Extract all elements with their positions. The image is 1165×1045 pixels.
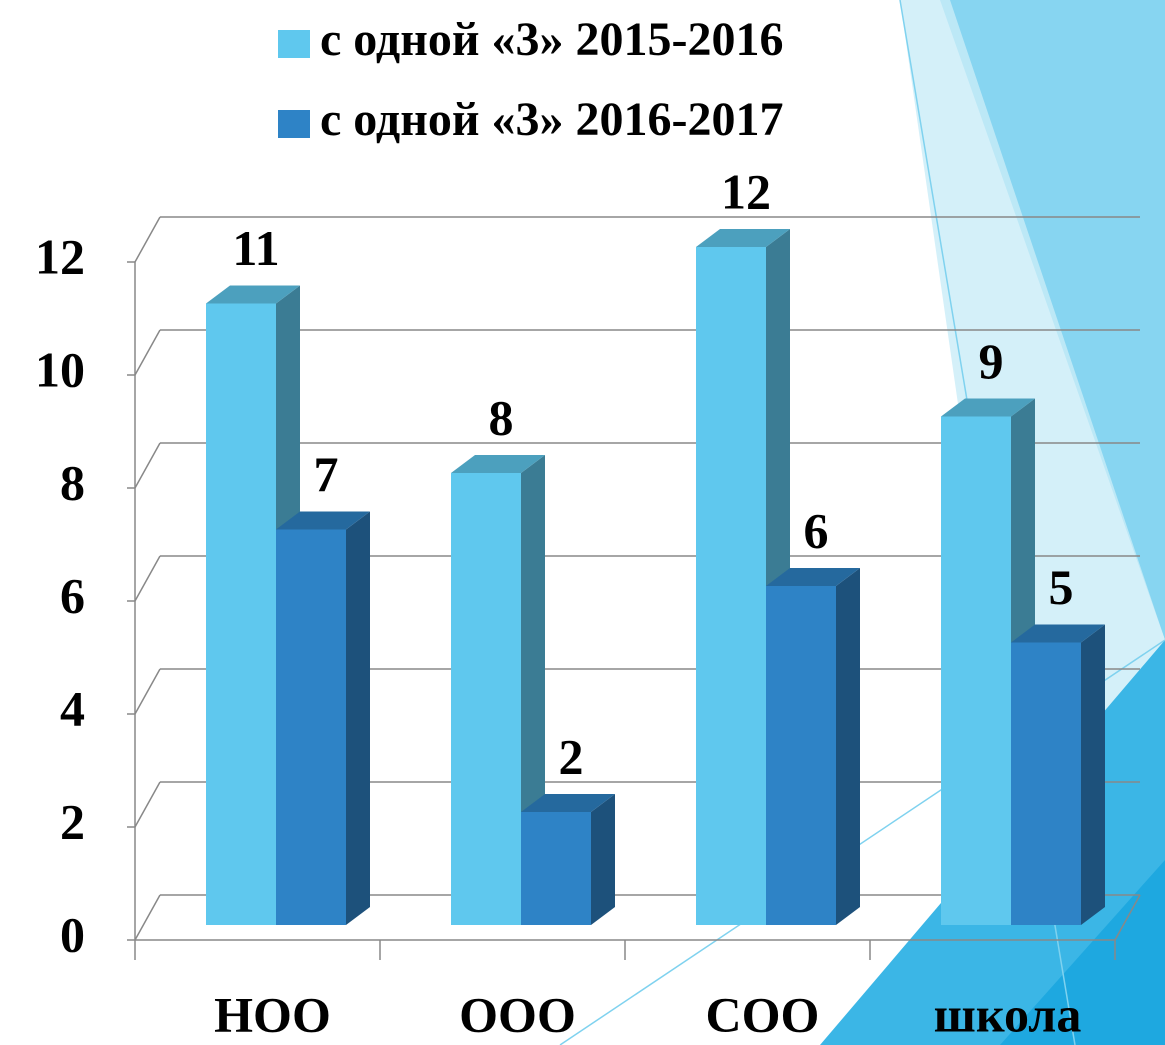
bar-top	[521, 794, 615, 812]
y-tick-label: 8	[60, 454, 85, 510]
x-tick-label: ООО	[459, 986, 576, 1042]
bar	[206, 303, 276, 925]
grid-line	[134, 216, 161, 263]
bar-top	[941, 398, 1035, 417]
bar-side	[591, 794, 615, 925]
bar-side	[836, 568, 860, 925]
y-tick-label: 6	[60, 567, 85, 623]
legend-swatch	[278, 110, 310, 138]
bar	[276, 529, 346, 925]
bar-top	[766, 568, 860, 586]
data-label: 12	[721, 163, 771, 219]
y-tick-label: 0	[60, 906, 85, 962]
bar-top	[451, 455, 545, 473]
data-label: 2	[559, 728, 584, 784]
x-tick-label: НОО	[214, 986, 331, 1042]
data-label: 11	[232, 220, 279, 276]
bar	[766, 586, 836, 925]
y-tick-label: 2	[60, 793, 85, 849]
y-tick-label: 10	[35, 341, 85, 397]
bar-side	[1081, 624, 1105, 925]
data-label: 7	[314, 446, 339, 502]
bar	[941, 416, 1011, 925]
legend-swatch	[278, 30, 310, 58]
data-label: 6	[804, 502, 829, 558]
bar-top	[276, 511, 370, 530]
legend-label: с одной «3» 2016-2017	[320, 93, 784, 146]
grid-line	[134, 329, 161, 376]
x-tick-label: СОО	[706, 986, 820, 1042]
bar	[451, 473, 521, 925]
grid-line	[134, 442, 161, 489]
bar-top	[1011, 624, 1105, 643]
grid-line	[134, 555, 161, 602]
legend-label: с одной «3» 2015-2016	[320, 13, 784, 66]
grid-line	[134, 894, 161, 941]
grid-line	[134, 668, 161, 715]
bar	[1011, 642, 1081, 925]
grid-line	[134, 781, 161, 828]
bar	[696, 247, 766, 925]
data-label: 5	[1049, 559, 1074, 615]
y-tick-label: 4	[60, 680, 85, 736]
x-tick-label: школа	[934, 986, 1082, 1042]
bar	[521, 812, 591, 925]
data-label: 9	[979, 333, 1004, 389]
bar-top	[206, 285, 300, 304]
data-label: 8	[489, 389, 514, 445]
axis	[1114, 894, 1141, 941]
bar-top	[696, 229, 790, 247]
y-tick-label: 12	[35, 228, 85, 284]
bar-side	[346, 511, 370, 925]
